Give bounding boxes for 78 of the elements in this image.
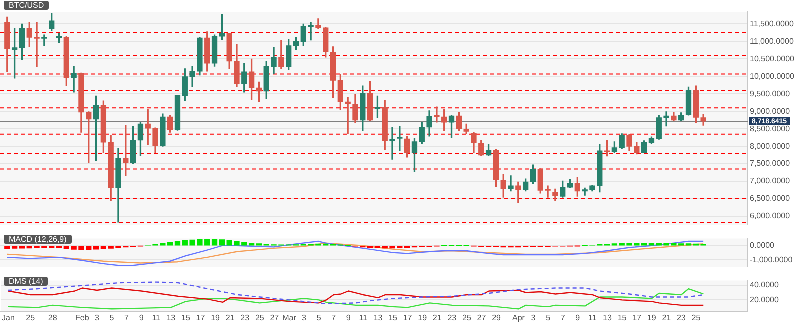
chart-title: DMS (14) [4,277,48,286]
x-tick-label: 5 [110,313,115,322]
y-tick-label: 0.0000 [750,241,776,250]
x-tick-label: 25 [692,313,702,322]
candlestick [42,34,48,46]
x-tick-label: 9 [576,313,581,322]
x-tick-label: 7 [560,313,566,322]
candlestick [390,127,396,160]
x-tick-label: 23 [240,313,250,322]
x-tick-label: 28 [48,313,58,322]
x-tick-label: 13 [374,313,384,322]
y-tick-label: 11,000.0000 [750,36,794,46]
y-tick-label: 10,000.0000 [750,72,796,81]
bar [93,246,100,250]
x-tick-label: 17 [403,313,413,322]
x-tick-label: 27 [270,313,280,322]
x-tick-label: Jan [2,313,15,322]
x-tick-label: Apr [512,313,526,322]
candlestick [434,106,440,123]
x-tick-label: Mar [282,313,297,322]
x-tick-label: 15 [388,313,398,322]
x-tick-label: 9 [346,313,352,322]
x-tick-label: 21 [662,313,672,322]
x-tick-label: 7 [332,313,337,322]
x-tick-label: 13 [166,313,176,322]
bar [212,239,218,246]
x-tick-label: 15 [618,313,628,322]
x-tick-label: 29 [492,313,502,322]
x-tick-label: 19 [211,313,221,322]
y-tick-label: 11,500.0000 [750,19,794,28]
candlestick [508,176,514,192]
y-tick-label: 8,000.0000 [750,142,791,151]
bar [219,240,226,246]
y-tick-label: 6,000.0000 [750,212,791,221]
x-tick-label: Feb [76,313,90,322]
x-tick-label: 11 [359,313,368,322]
bar [19,246,26,249]
x-tick-label: 17 [196,313,206,322]
candlestick [71,66,77,93]
x-tick-label: 11 [588,313,598,322]
y-tick-label: 10,500.0000 [750,54,796,64]
y-tick-label: 9,500.0000 [750,89,791,98]
x-tick-label: 7 [124,313,130,322]
x-tick-label: 5 [546,313,552,322]
bar [12,246,18,249]
y-tick-label: 7,500.0000 [750,159,791,168]
x-tick-label: 11 [152,313,162,322]
x-tick-label: 5 [316,313,322,322]
x-tick-label: 23 [676,313,686,322]
y-tick-label: 9,000.0000 [750,106,791,116]
x-tick-label: 3 [94,313,100,322]
x-tick-label: 27 [477,313,487,322]
y-tick-label: 8,500.0000 [750,124,791,134]
x-tick-label: 21 [226,313,236,322]
bar [100,246,107,250]
x-tick-label: 25 [26,313,36,322]
bar [248,243,255,246]
x-tick-label: 21 [432,313,442,322]
x-tick-label: 9 [139,313,144,322]
x-tick-label: 25 [462,313,472,322]
x-tick-label: 3 [531,313,536,322]
x-tick-label: 19 [418,313,428,322]
x-tick-label: 13 [603,313,612,322]
y-tick-label: 40.0000 [750,280,780,290]
x-tick-label: 25 [255,313,265,322]
x-tick-label: 23 [448,313,458,322]
bar [4,246,10,250]
y-tick-label: 20.0000 [750,295,780,304]
y-tick-label: 6,500.0000 [750,194,791,204]
x-tick-label: 19 [647,313,657,322]
candlestick [397,126,403,152]
x-tick-label: 3 [302,313,308,322]
chart-title: MACD (12,26,9) [4,235,72,244]
x-tick-label: 17 [632,313,642,322]
y-tick-label: -1,000.0000 [750,255,794,264]
x-tick-label: 15 [181,313,191,322]
chart-title: BTC/USD [4,1,50,10]
y-tick-label: 7,000.0000 [750,176,791,186]
